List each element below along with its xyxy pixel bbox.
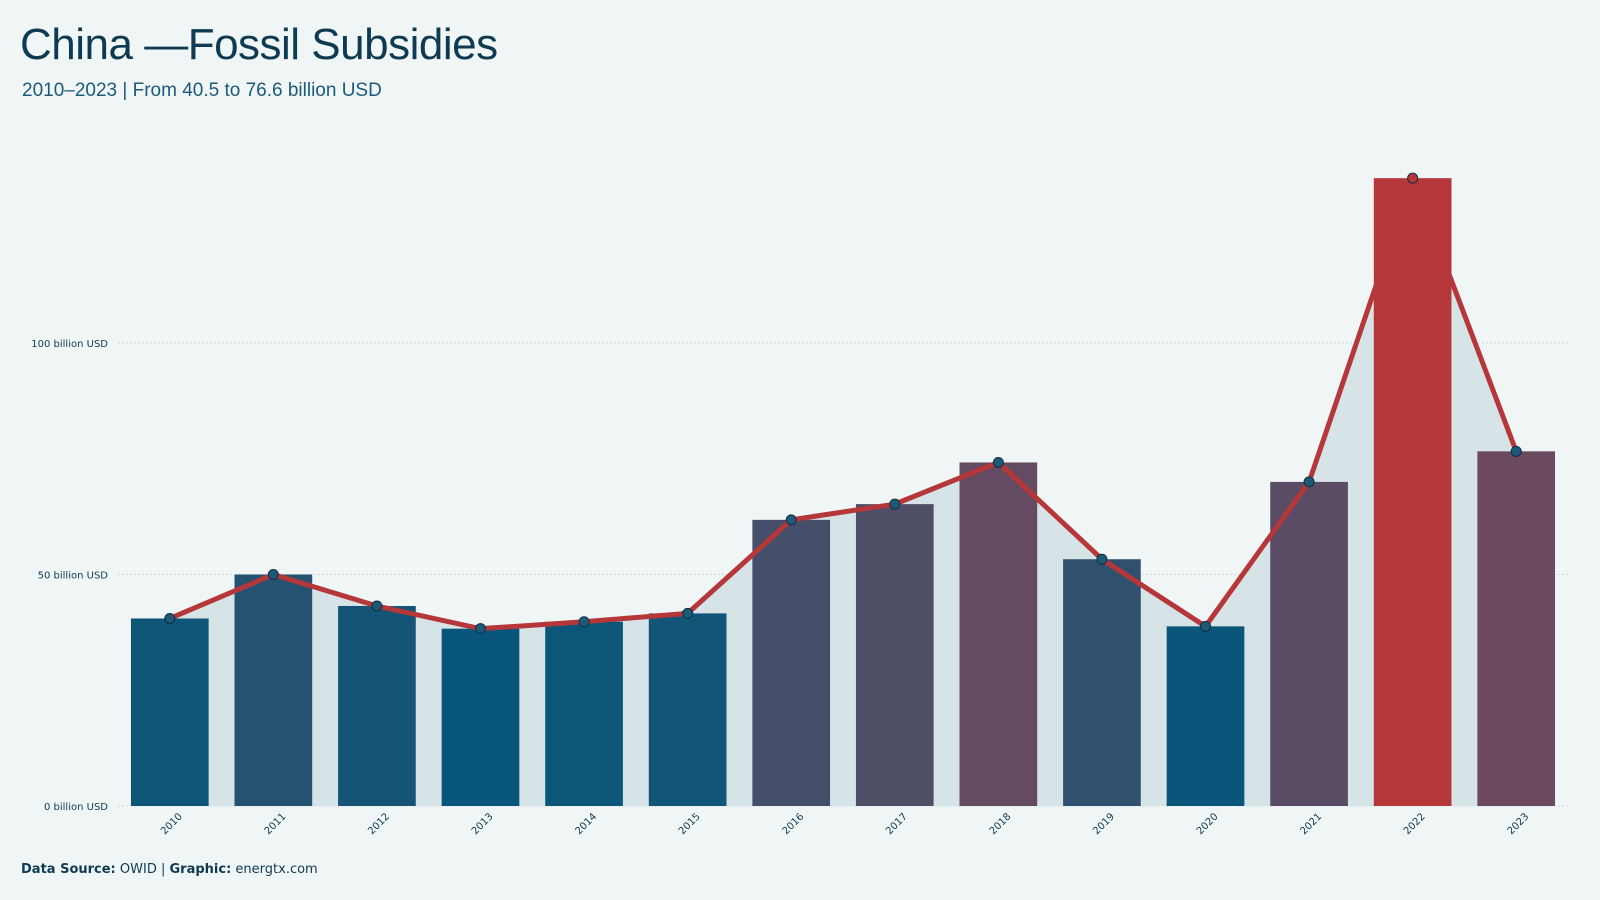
bar-2023 [1477, 451, 1556, 806]
point-2012 [371, 600, 383, 612]
y-tick-label: 0 billion USD [44, 802, 108, 813]
x-tick-label: 2017 [884, 811, 910, 837]
x-tick-label: 2015 [677, 811, 703, 837]
bar-2015 [648, 613, 727, 806]
bar-2012 [338, 605, 416, 806]
graphic-value: energtx.com [235, 862, 318, 877]
bar-2011 [234, 574, 313, 806]
bar-2021 [1270, 481, 1348, 806]
bar-2022 [1373, 178, 1452, 806]
point-2014 [578, 616, 590, 628]
point-2016 [785, 514, 797, 526]
y-tick-label: 100 billion USD [31, 339, 108, 350]
bar-2019 [1063, 559, 1141, 806]
x-tick-label: 2022 [1402, 811, 1428, 837]
source-label: Data Source: [21, 862, 116, 877]
point-2013 [475, 623, 486, 635]
chart-title: China —Fossil Subsidies [20, 20, 498, 69]
point-2019 [1096, 553, 1108, 565]
bar-2018 [959, 462, 1038, 806]
x-tick-label: 2019 [1091, 811, 1117, 837]
point-2017 [889, 498, 901, 510]
series-line [167, 175, 1519, 632]
point-2020 [1200, 620, 1211, 632]
bar-2014 [545, 621, 623, 806]
x-tick-label: 2020 [1195, 811, 1221, 837]
bar-2017 [855, 504, 934, 806]
bar-2013 [441, 628, 520, 806]
x-tick-label: 2023 [1506, 811, 1532, 837]
bar-2016 [752, 519, 831, 806]
x-tick-label: 2010 [159, 811, 185, 837]
point-2022 [1407, 172, 1419, 184]
point-2010 [164, 612, 176, 624]
point-2015 [682, 607, 694, 619]
footer-separator: | [156, 862, 170, 877]
bar-2020 [1166, 626, 1245, 806]
source-value: OWID [119, 862, 157, 877]
x-tick-label: 2016 [781, 811, 807, 837]
chart-subtitle: 2010–2023 | From 40.5 to 76.6 billion US… [22, 80, 382, 101]
point-2023 [1510, 445, 1522, 457]
bar-2010 [130, 618, 209, 806]
x-tick-label: 2018 [988, 811, 1014, 837]
graphic-label: Graphic: [169, 862, 232, 877]
x-tick-label: 2021 [1298, 811, 1324, 837]
point-2011 [267, 569, 279, 580]
x-tick-label: 2014 [573, 811, 599, 837]
x-tick-label: 2012 [366, 811, 392, 837]
y-tick-label: 50 billion USD [38, 571, 109, 582]
point-2018 [992, 456, 1004, 468]
x-tick-label: 2011 [263, 811, 289, 837]
footer-credits: Data Source: OWID | Graphic: energtx.com [21, 862, 318, 877]
point-2021 [1303, 476, 1315, 488]
x-tick-label: 2013 [470, 811, 496, 837]
